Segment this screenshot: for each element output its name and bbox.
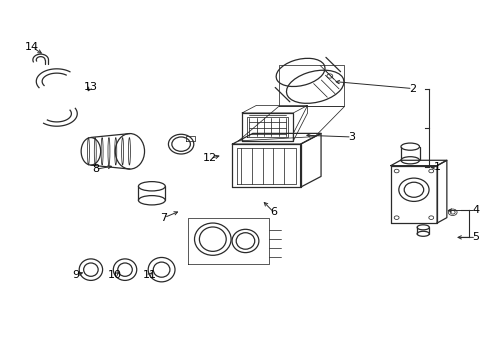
Text: 1: 1 — [433, 162, 440, 172]
Text: 5: 5 — [471, 232, 479, 242]
Text: 6: 6 — [270, 207, 277, 217]
Text: 2: 2 — [408, 84, 415, 94]
Text: 3: 3 — [347, 132, 355, 142]
Text: 9: 9 — [73, 270, 80, 280]
Text: 13: 13 — [84, 82, 98, 92]
Text: 10: 10 — [108, 270, 122, 280]
Text: 12: 12 — [203, 153, 217, 163]
Text: 8: 8 — [92, 164, 99, 174]
Text: 7: 7 — [160, 213, 167, 222]
Text: 11: 11 — [142, 270, 156, 280]
Text: 4: 4 — [471, 206, 479, 216]
Text: 14: 14 — [25, 42, 40, 52]
